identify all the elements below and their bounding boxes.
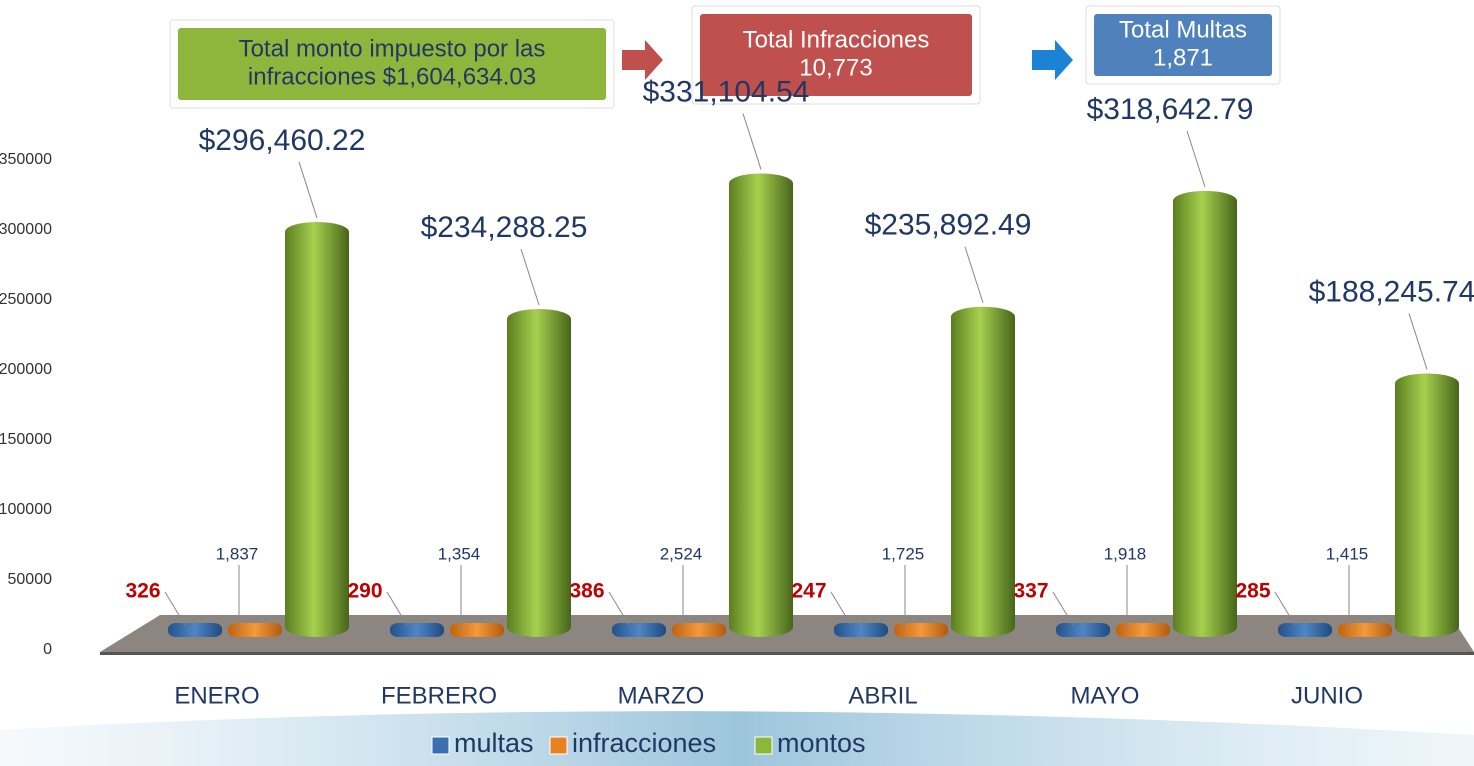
bar	[729, 173, 793, 637]
x-tick-label: JUNIO	[1291, 682, 1363, 709]
value-label: $188,245.74	[1309, 275, 1474, 308]
bar	[672, 623, 726, 637]
legend-swatch	[549, 736, 568, 755]
value-label: $235,892.49	[865, 209, 1032, 242]
bar	[894, 623, 948, 637]
bar	[285, 221, 349, 637]
value-label: 1,415	[1326, 544, 1369, 563]
bar	[168, 623, 222, 637]
legend-swatch	[431, 736, 450, 755]
leader-line	[386, 591, 408, 626]
value-label: 326	[125, 580, 160, 603]
y-tick-label: 100000	[0, 501, 52, 518]
y-tick-label: 300000	[0, 221, 52, 238]
bar	[1056, 623, 1110, 637]
annotation-text: Total Multas	[1119, 16, 1247, 43]
value-label: 285	[1235, 580, 1270, 603]
legend-swatch	[754, 736, 773, 755]
annotation-text: 10,773	[799, 54, 872, 81]
annotation-box	[178, 28, 606, 100]
value-label: 1,725	[882, 544, 925, 563]
value-label: 337	[1013, 580, 1048, 603]
annotation-text: infracciones $1,604,634.03	[248, 63, 536, 90]
value-label: 386	[569, 580, 604, 603]
value-label: 1,354	[438, 544, 481, 563]
value-label: 2,524	[660, 544, 703, 563]
value-label: 290	[347, 580, 382, 603]
legend-label: montos	[777, 728, 866, 758]
floor-edge	[100, 652, 1474, 655]
y-tick-label: 50000	[8, 571, 53, 588]
y-tick-label: 150000	[0, 431, 52, 448]
y-tick-label: 200000	[0, 361, 52, 378]
annotation-text: 1,871	[1153, 44, 1213, 71]
bar	[390, 623, 444, 637]
bar	[1395, 373, 1459, 637]
annotation-text: Total monto impuesto por las	[239, 35, 546, 62]
background-band	[0, 711, 1474, 766]
legend-label: multas	[454, 728, 534, 758]
leader-line	[298, 161, 318, 219]
bar	[612, 623, 666, 637]
leader-line	[520, 248, 540, 306]
leader-line	[964, 246, 984, 303]
leader-line	[1408, 313, 1428, 370]
annotation-text: Total Infracciones	[743, 26, 930, 53]
x-tick-label: MARZO	[618, 682, 705, 709]
bar	[450, 623, 504, 637]
bar	[951, 306, 1015, 637]
x-tick-label: ENERO	[174, 682, 259, 709]
value-label: 247	[791, 580, 826, 603]
leader-line	[742, 113, 762, 170]
y-tick-label: 350000	[0, 151, 52, 168]
x-tick-label: ABRIL	[848, 682, 917, 709]
bar	[1338, 623, 1392, 637]
value-label: 1,918	[1104, 544, 1147, 563]
bar	[507, 308, 571, 637]
bar	[834, 623, 888, 637]
leader-line	[830, 591, 852, 626]
value-label: $318,642.79	[1087, 93, 1254, 126]
value-label: $296,460.22	[199, 124, 366, 157]
leader-line	[164, 591, 186, 626]
annotation-box	[700, 14, 972, 96]
value-label: 1,837	[216, 544, 259, 563]
y-tick-label: 0	[43, 641, 52, 658]
leader-line	[1274, 591, 1296, 626]
bar	[1278, 623, 1332, 637]
y-tick-label: 250000	[0, 291, 52, 308]
bar	[1173, 190, 1237, 638]
bar	[228, 623, 282, 637]
leader-line	[1052, 591, 1074, 626]
value-label: $331,104.54	[643, 75, 810, 108]
arrow	[622, 40, 663, 80]
bar	[1116, 623, 1170, 637]
annotation-box	[1094, 14, 1272, 76]
leader-line	[608, 591, 630, 626]
arrow	[1032, 40, 1073, 80]
x-tick-label: FEBRERO	[381, 682, 497, 709]
value-label: $234,288.25	[421, 211, 588, 244]
leader-line	[1186, 130, 1206, 188]
legend-label: infracciones	[572, 728, 716, 758]
x-tick-label: MAYO	[1071, 682, 1140, 709]
